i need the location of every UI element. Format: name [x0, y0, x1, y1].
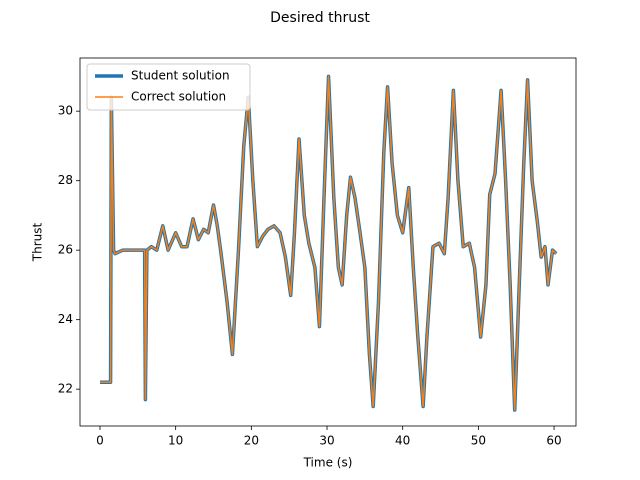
y-tick-label: 22: [58, 382, 73, 396]
axes-frame: [79, 57, 577, 427]
y-tick-label: 30: [58, 104, 73, 118]
x-tick-label: 40: [395, 434, 410, 448]
y-axis-label: Thrust: [31, 222, 45, 262]
data-line: [99, 75, 557, 411]
chart-title: Desired thrust: [270, 10, 370, 26]
x-tick-label: 10: [168, 434, 183, 448]
x-tick-label: 50: [471, 434, 486, 448]
x-tick-label: 0: [96, 434, 104, 448]
legend-box: [86, 63, 251, 111]
y-tick-label: 28: [58, 173, 73, 187]
y-tick-label: 26: [58, 243, 73, 257]
x-tick-label: 60: [546, 434, 561, 448]
x-tick-label: 20: [244, 434, 259, 448]
legend-label: Correct solution: [131, 90, 226, 104]
y-tick-label: 24: [58, 312, 73, 326]
x-axis-label: Time (s): [303, 456, 353, 470]
legend-label: Student solution: [131, 69, 230, 83]
x-tick-label: 30: [319, 434, 334, 448]
plot-area: [99, 74, 558, 412]
legend: Student solution Correct solution: [86, 63, 251, 111]
